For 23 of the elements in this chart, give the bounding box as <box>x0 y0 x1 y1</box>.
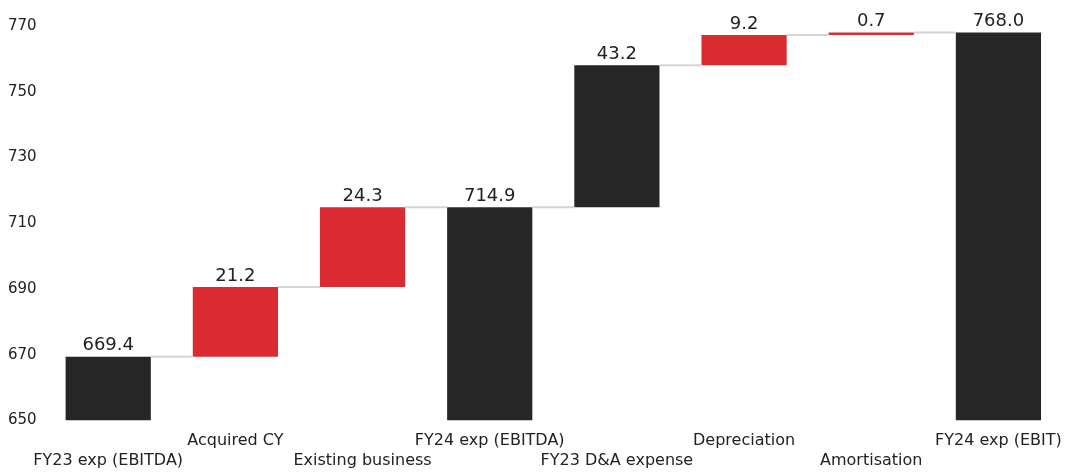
x-tick-label: Existing business <box>293 449 432 469</box>
y-tick-label: 710 <box>7 213 37 232</box>
data-label: 0.7 <box>856 9 886 31</box>
x-tick-label: FY24 exp (EBIT) <box>935 430 1062 450</box>
y-tick-label: 730 <box>7 147 37 166</box>
y-tick-label: 690 <box>7 278 37 297</box>
data-label: 714.9 <box>463 183 516 205</box>
data-label: 9.2 <box>729 11 759 33</box>
data-label: 669.4 <box>82 333 134 355</box>
x-tick-label: FY23 D&A expense <box>540 449 694 469</box>
x-tick-label: FY23 exp (EBITDA) <box>33 449 184 469</box>
x-tick-label: Acquired CY <box>187 430 284 450</box>
x-tick-label: Amortisation <box>820 449 923 469</box>
y-tick-label: 770 <box>7 15 37 34</box>
x-tick-label: FY24 exp (EBITDA) <box>414 430 565 450</box>
y-tick-label: 650 <box>7 410 37 429</box>
y-tick-label: 670 <box>7 344 37 363</box>
data-label: 24.3 <box>342 183 383 205</box>
x-tick-label: Depreciation <box>693 430 796 450</box>
y-tick-label: 750 <box>7 81 37 100</box>
data-label: 21.2 <box>215 263 256 285</box>
data-label: 768.0 <box>972 9 1025 31</box>
data-label: 43.2 <box>596 41 637 63</box>
